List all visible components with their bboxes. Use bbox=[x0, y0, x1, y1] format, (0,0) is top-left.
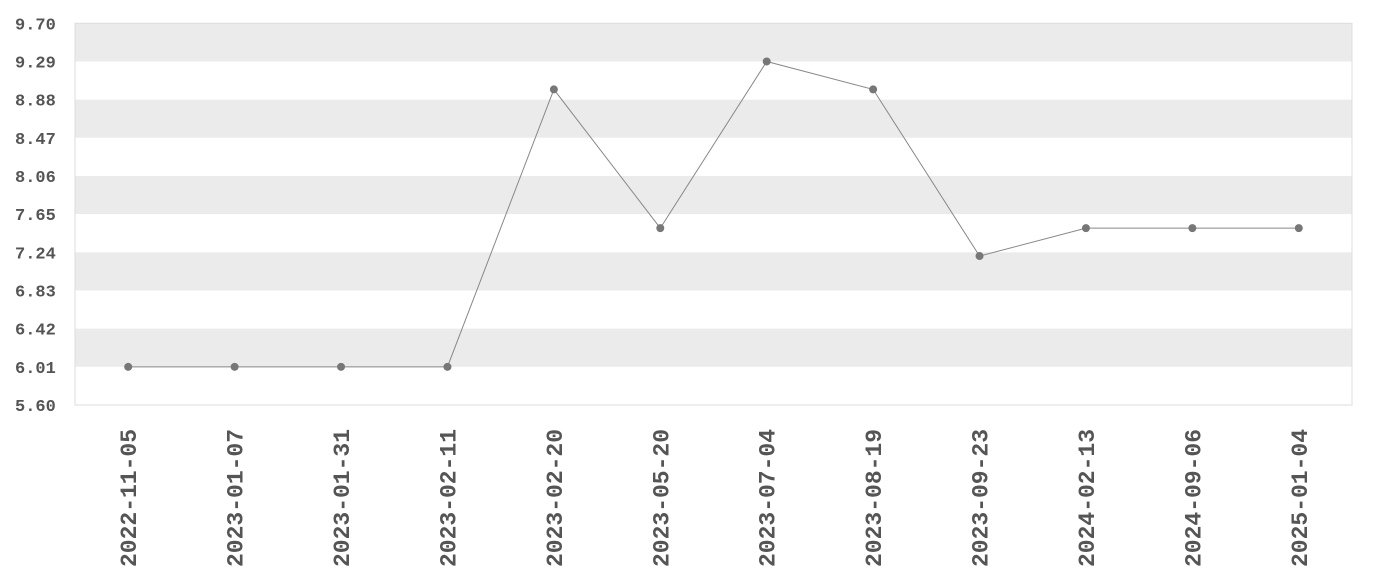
plot-frame bbox=[74, 22, 1353, 406]
y-tick-label: 9.29 bbox=[15, 54, 56, 73]
data-point bbox=[1294, 224, 1303, 233]
data-point bbox=[1081, 224, 1090, 233]
data-point bbox=[549, 85, 558, 94]
data-point bbox=[762, 57, 771, 66]
x-tick-label: 2023-01-07 bbox=[224, 429, 250, 567]
x-tick-label: 2023-09-23 bbox=[969, 429, 995, 567]
y-tick-label: 9.70 bbox=[15, 16, 56, 35]
x-tick-label: 2022-11-05 bbox=[117, 429, 143, 567]
data-point bbox=[975, 252, 984, 261]
grid-band bbox=[75, 252, 1352, 291]
grid-band bbox=[75, 61, 1352, 100]
y-tick-label: 7.65 bbox=[15, 207, 56, 226]
x-tick-label: 2023-01-31 bbox=[330, 429, 356, 567]
data-point bbox=[656, 224, 665, 233]
x-tick-label: 2023-02-20 bbox=[543, 429, 569, 567]
x-tick-label: 2023-05-20 bbox=[649, 429, 675, 567]
x-tick-label: 2025-01-04 bbox=[1288, 429, 1314, 567]
grid-band bbox=[75, 290, 1352, 329]
data-point bbox=[337, 362, 346, 371]
x-tick-label: 2023-02-11 bbox=[436, 429, 462, 567]
y-tick-label: 7.24 bbox=[15, 245, 56, 264]
y-tick-label: 6.42 bbox=[15, 322, 56, 341]
grid-band bbox=[75, 175, 1352, 215]
y-tick-label: 6.83 bbox=[15, 283, 56, 302]
y-axis: 9.70 9.29 8.88 8.47 8.06 7.65 7.24 6.83 6.42 6.01… bbox=[15, 16, 56, 417]
grid-band bbox=[75, 328, 1352, 367]
series-line bbox=[128, 60, 1299, 368]
series-points bbox=[124, 57, 1303, 371]
x-tick-label: 2023-08-19 bbox=[862, 429, 888, 567]
data-point bbox=[1188, 224, 1197, 233]
grid-band bbox=[75, 366, 1352, 405]
y-tick-label: 6.01 bbox=[15, 360, 56, 379]
y-tick-label: 8.47 bbox=[15, 131, 56, 150]
x-tick-label: 2023-07-04 bbox=[756, 429, 782, 567]
x-axis: 2022-11-05 2023-01-07 2023-01-31 2023-02-11… bbox=[117, 429, 1314, 567]
data-point bbox=[230, 362, 239, 371]
grid-band bbox=[75, 99, 1352, 138]
grid-band bbox=[75, 214, 1352, 253]
x-tick-label: 2024-02-13 bbox=[1075, 429, 1101, 567]
data-point bbox=[443, 362, 452, 371]
grid-bands bbox=[75, 23, 1352, 405]
y-tick-label: 5.60 bbox=[15, 398, 56, 417]
data-point bbox=[869, 85, 878, 94]
grid-band bbox=[75, 23, 1352, 62]
x-tick-label: 2024-09-06 bbox=[1181, 429, 1207, 567]
grid-band bbox=[75, 137, 1352, 176]
y-tick-label: 8.06 bbox=[15, 169, 56, 188]
data-point bbox=[124, 362, 133, 371]
y-tick-label: 8.88 bbox=[15, 93, 56, 112]
